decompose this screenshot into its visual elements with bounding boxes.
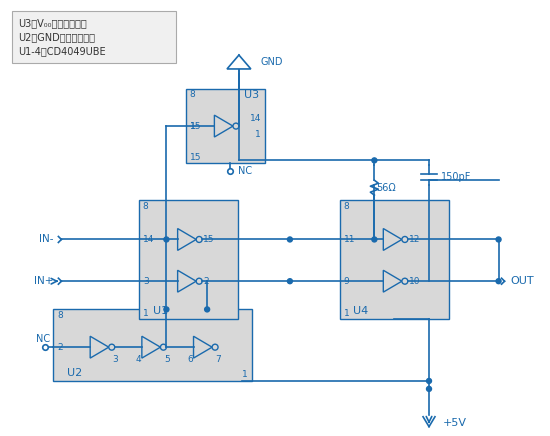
- Polygon shape: [178, 228, 196, 250]
- Circle shape: [402, 236, 408, 242]
- Text: 2: 2: [203, 277, 209, 286]
- Polygon shape: [214, 115, 233, 137]
- Circle shape: [164, 237, 169, 242]
- Circle shape: [196, 278, 202, 284]
- Text: U1: U1: [153, 307, 168, 317]
- Text: NC: NC: [238, 166, 252, 176]
- Text: 6: 6: [188, 354, 194, 364]
- Circle shape: [288, 279, 293, 284]
- Text: U3：V₀₀处于悬空状态: U3：V₀₀处于悬空状态: [18, 18, 86, 28]
- Circle shape: [233, 123, 239, 129]
- Circle shape: [372, 158, 377, 163]
- Text: 12: 12: [409, 235, 420, 244]
- Text: 8: 8: [143, 201, 148, 211]
- Text: OUT: OUT: [510, 276, 534, 286]
- Text: 1: 1: [243, 371, 248, 379]
- Polygon shape: [194, 336, 212, 358]
- Polygon shape: [90, 336, 109, 358]
- Text: 56Ω: 56Ω: [376, 183, 396, 193]
- Text: 8: 8: [344, 201, 349, 211]
- Circle shape: [161, 344, 167, 350]
- Text: U3: U3: [244, 90, 259, 100]
- Text: 5: 5: [164, 354, 169, 364]
- Text: 4: 4: [136, 354, 142, 364]
- Text: IN+: IN+: [34, 276, 53, 286]
- Text: NC: NC: [36, 334, 51, 344]
- Text: 7: 7: [216, 354, 221, 364]
- Text: 3: 3: [143, 277, 148, 286]
- Text: IN-: IN-: [39, 235, 53, 245]
- Text: 15: 15: [203, 235, 214, 244]
- Circle shape: [372, 237, 377, 242]
- Circle shape: [402, 278, 408, 284]
- Text: 10: 10: [409, 277, 420, 286]
- Text: 15: 15: [190, 122, 201, 131]
- Text: 2: 2: [57, 343, 63, 352]
- Circle shape: [109, 344, 115, 350]
- Text: 8: 8: [190, 90, 195, 99]
- Circle shape: [196, 236, 202, 242]
- Polygon shape: [178, 270, 196, 292]
- Bar: [185, 89, 265, 164]
- Text: GND: GND: [261, 57, 283, 67]
- Circle shape: [164, 307, 169, 312]
- Polygon shape: [383, 228, 402, 250]
- Circle shape: [288, 237, 293, 242]
- Text: 14: 14: [250, 114, 261, 123]
- Bar: [139, 200, 238, 319]
- Text: U2: U2: [67, 368, 82, 378]
- Text: U1-4：CD4049UBE: U1-4：CD4049UBE: [18, 46, 105, 56]
- Bar: [53, 310, 252, 381]
- Polygon shape: [142, 336, 161, 358]
- Circle shape: [212, 344, 218, 350]
- Polygon shape: [227, 55, 251, 69]
- Circle shape: [427, 386, 432, 392]
- Circle shape: [427, 378, 432, 383]
- Circle shape: [205, 307, 210, 312]
- Text: 1: 1: [143, 309, 148, 318]
- Text: U2：GND处于悬空状态: U2：GND处于悬空状态: [18, 32, 95, 42]
- Text: 150pF: 150pF: [441, 172, 471, 182]
- Text: U4: U4: [354, 307, 369, 317]
- Text: 1: 1: [255, 129, 261, 139]
- Text: 8: 8: [57, 311, 63, 320]
- Text: 3: 3: [112, 354, 118, 364]
- Text: 1: 1: [344, 309, 349, 318]
- Polygon shape: [383, 270, 402, 292]
- Text: 14: 14: [143, 235, 154, 244]
- Text: 1: 1: [190, 122, 195, 131]
- Bar: [339, 200, 449, 319]
- Circle shape: [496, 237, 501, 242]
- Text: 9: 9: [344, 277, 349, 286]
- Bar: [12, 11, 175, 63]
- Text: +5V: +5V: [443, 418, 467, 428]
- Text: 11: 11: [344, 235, 355, 244]
- Text: 15: 15: [190, 153, 201, 162]
- Circle shape: [496, 279, 501, 284]
